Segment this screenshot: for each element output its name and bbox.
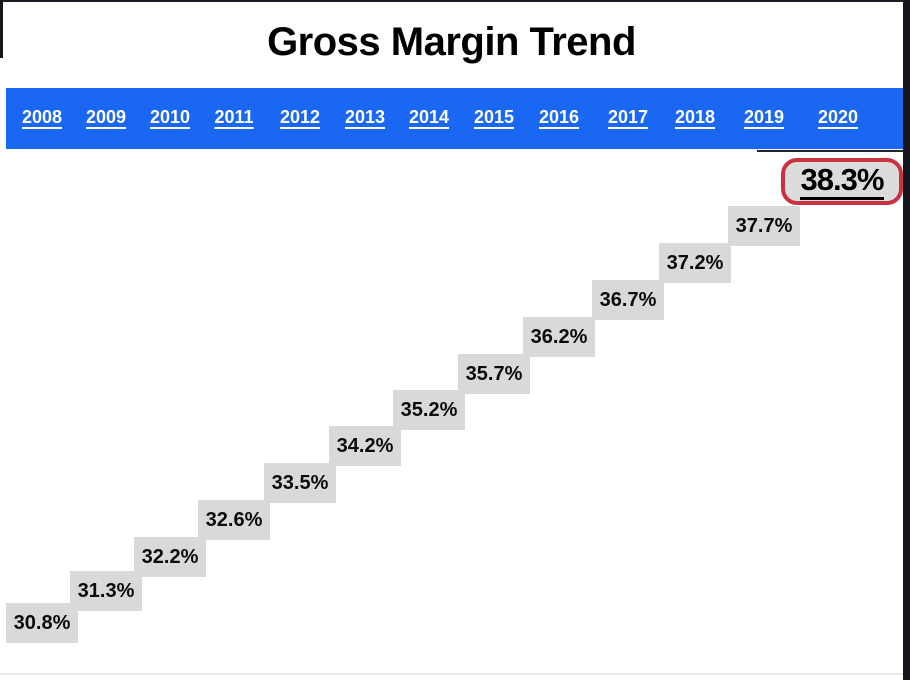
header-underline-segment (757, 150, 903, 152)
value-label-2010: 32.2% (134, 537, 206, 577)
year-tab-2016[interactable]: 2016 (538, 107, 580, 127)
chart-title: Gross Margin Trend (267, 20, 636, 64)
left-border-line (0, 0, 3, 58)
year-tab-2012[interactable]: 2012 (279, 107, 321, 127)
right-border-bar (903, 0, 910, 680)
bottom-border-line (0, 673, 903, 675)
value-label-2016: 36.2% (523, 317, 595, 357)
highlight-2020-value: 38.3% (781, 158, 903, 205)
year-tab-2019[interactable]: 2019 (743, 107, 785, 127)
value-label-2011: 32.6% (198, 500, 270, 540)
year-header-bar (6, 88, 903, 149)
value-label-2013: 34.2% (329, 426, 401, 466)
year-tab-2009[interactable]: 2009 (85, 107, 127, 127)
year-tab-2013[interactable]: 2013 (344, 107, 386, 127)
year-tab-2011[interactable]: 2011 (214, 107, 254, 127)
value-label-2015: 35.7% (458, 354, 530, 394)
value-label-2017: 36.7% (592, 280, 664, 320)
year-tab-2015[interactable]: 2015 (473, 107, 515, 127)
value-label-2019: 37.7% (728, 206, 800, 246)
year-tab-2020[interactable]: 2020 (817, 107, 859, 127)
value-label-2014: 35.2% (393, 390, 465, 430)
value-label-2008: 30.8% (6, 603, 78, 643)
year-tab-2017[interactable]: 2017 (607, 107, 649, 127)
year-tab-2008[interactable]: 2008 (21, 107, 63, 127)
year-tab-2014[interactable]: 2014 (408, 107, 450, 127)
year-tab-2010[interactable]: 2010 (149, 107, 191, 127)
highlight-value-label: 38.3% (799, 164, 885, 200)
value-label-2009: 31.3% (70, 571, 142, 611)
value-label-2012: 33.5% (264, 463, 336, 503)
year-tab-2018[interactable]: 2018 (674, 107, 716, 127)
value-label-2018: 37.2% (659, 243, 731, 283)
top-border-line (0, 0, 903, 2)
